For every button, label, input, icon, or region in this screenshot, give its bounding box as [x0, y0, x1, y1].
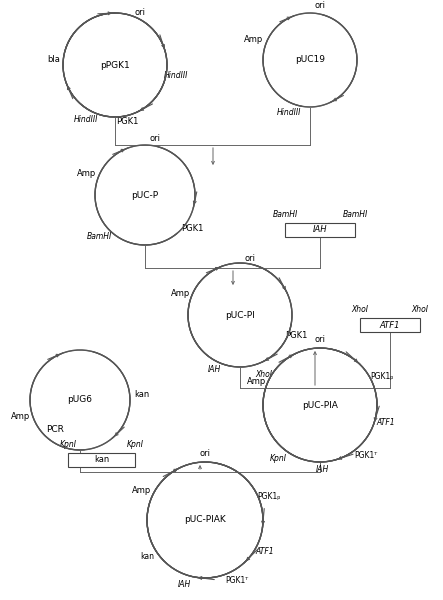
Text: ATF1: ATF1	[377, 418, 395, 427]
Text: pUC-PIAK: pUC-PIAK	[184, 515, 226, 524]
Text: kan: kan	[94, 455, 109, 464]
Text: KpnI: KpnI	[59, 440, 77, 449]
Text: ATF1: ATF1	[256, 547, 274, 556]
Bar	[285, 223, 355, 237]
Bar	[68, 453, 135, 467]
Text: ATF1: ATF1	[380, 320, 400, 329]
Text: XhoI: XhoI	[256, 370, 272, 379]
Text: BamHI: BamHI	[272, 210, 298, 219]
Text: Amp: Amp	[171, 289, 190, 298]
Text: IAH: IAH	[177, 580, 190, 589]
Text: ori: ori	[314, 1, 325, 10]
Text: ori: ori	[134, 8, 145, 17]
Text: XhoI: XhoI	[351, 305, 369, 314]
Text: pUC-PIA: pUC-PIA	[302, 401, 338, 409]
Text: pUC-PI: pUC-PI	[225, 311, 255, 319]
Text: Amp: Amp	[246, 377, 266, 386]
Text: PGK1: PGK1	[116, 117, 138, 126]
Text: PGK1ᵀ: PGK1ᵀ	[354, 451, 377, 460]
Text: BamHI: BamHI	[86, 232, 112, 241]
Text: ori: ori	[149, 134, 160, 143]
Text: PGK1ₚ: PGK1ₚ	[370, 372, 393, 381]
Text: Amp: Amp	[77, 169, 97, 178]
Text: pUC-P: pUC-P	[132, 191, 159, 199]
Text: IAH: IAH	[208, 365, 221, 374]
Text: HindIII: HindIII	[276, 109, 301, 118]
Text: PGK1ᵀ: PGK1ᵀ	[225, 575, 249, 584]
Text: KpnI: KpnI	[270, 454, 287, 463]
Bar	[360, 318, 420, 332]
Text: PCR: PCR	[46, 425, 64, 434]
Text: HindIII: HindIII	[74, 115, 98, 124]
Text: Amp: Amp	[244, 35, 263, 44]
Text: Amp: Amp	[11, 412, 30, 421]
Text: kan: kan	[140, 551, 154, 560]
Text: IAH: IAH	[316, 466, 329, 475]
Text: bla: bla	[47, 55, 60, 64]
Text: HindIII: HindIII	[164, 71, 188, 80]
Text: pUG6: pUG6	[67, 395, 93, 404]
Text: PGK1ₚ: PGK1ₚ	[257, 492, 281, 501]
Text: kan: kan	[134, 390, 149, 399]
Text: BamHI: BamHI	[342, 210, 368, 219]
Text: IAH: IAH	[313, 226, 327, 235]
Text: PGK1: PGK1	[285, 331, 307, 340]
Text: KpnI: KpnI	[127, 440, 144, 449]
Text: pPGK1: pPGK1	[100, 61, 130, 70]
Text: PGK1: PGK1	[181, 224, 204, 233]
Text: XhoI: XhoI	[412, 305, 428, 314]
Text: ori: ori	[245, 254, 256, 263]
Text: ori: ori	[199, 449, 210, 457]
Text: pUC19: pUC19	[295, 55, 325, 64]
Text: ori: ori	[315, 335, 326, 344]
Text: Amp: Amp	[132, 486, 151, 495]
